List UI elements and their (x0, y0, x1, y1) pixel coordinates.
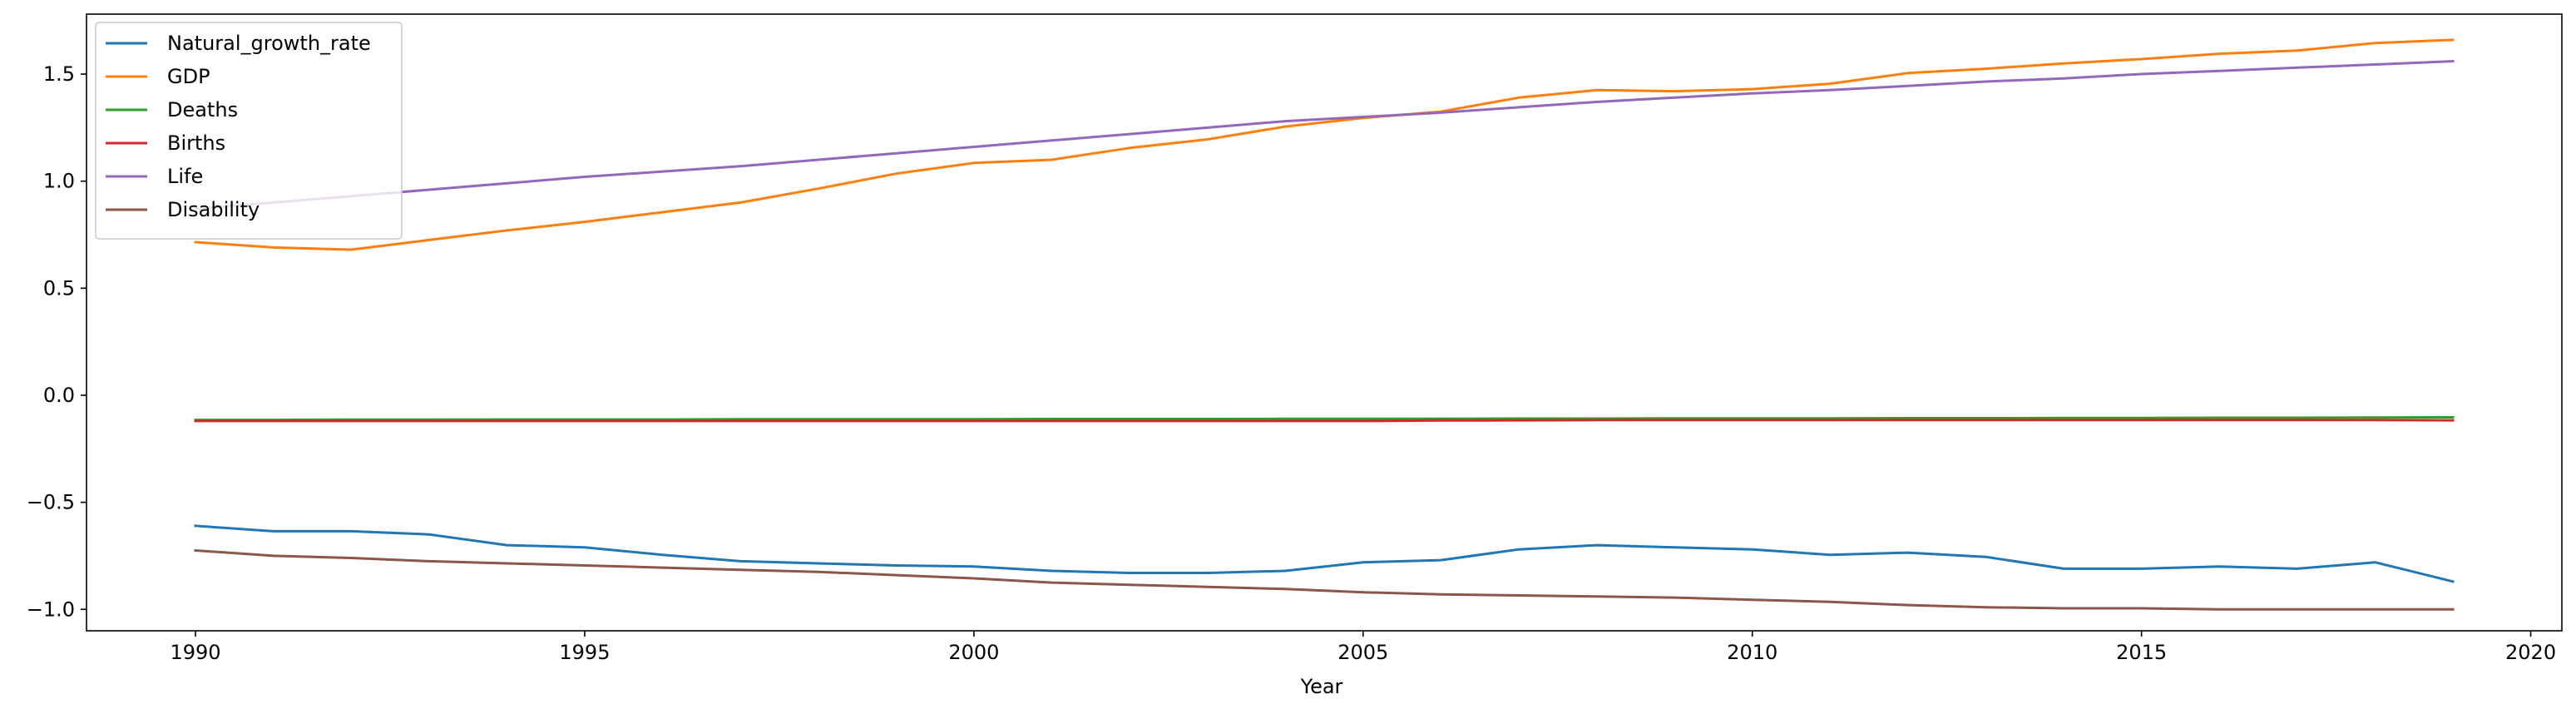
x-tick-label: 2005 (1337, 641, 1388, 664)
legend-label: Deaths (167, 98, 238, 121)
x-axis-title: Year (1300, 675, 1343, 698)
x-tick-label: 2010 (1727, 641, 1777, 664)
x-tick-label: 2015 (2116, 641, 2167, 664)
series-line-births (194, 419, 2455, 423)
x-tick-label: 2000 (948, 641, 999, 664)
legend-label: Life (167, 165, 203, 188)
legend-label: Births (167, 131, 225, 155)
legend-box (95, 22, 403, 240)
y-tick-label: −1.0 (27, 597, 75, 621)
y-axis: −1.0 −0.5 0.0 0.5 1.0 1.5 (27, 62, 87, 621)
plot-frame (86, 13, 2563, 632)
series-line-disability (194, 548, 2455, 611)
x-tick-label: 1995 (559, 641, 610, 664)
y-tick-label: 0.0 (43, 384, 75, 407)
series-line-gdp (194, 38, 2455, 251)
x-tick-label: 1990 (170, 641, 220, 664)
x-tick-label: 2020 (2505, 641, 2556, 664)
legend-label: Natural_growth_rate (167, 32, 371, 55)
plot-area (86, 13, 2563, 632)
y-tick-label: 1.0 (43, 170, 75, 193)
series-line-deaths (194, 415, 2455, 422)
legend-label: Disability (167, 198, 260, 221)
y-tick-label: 1.5 (43, 62, 75, 86)
series-line-natural-growth-rate (194, 524, 2455, 583)
y-tick-label: −0.5 (27, 491, 75, 514)
legend-label: GDP (167, 65, 210, 88)
x-axis: 1990 1995 2000 2005 2010 2015 2020 (170, 631, 2556, 664)
legend: Natural_growth_rate GDP Deaths Births Life Di… (95, 22, 403, 240)
series-line-life (194, 60, 2455, 211)
y-tick-label: 0.5 (43, 276, 75, 300)
